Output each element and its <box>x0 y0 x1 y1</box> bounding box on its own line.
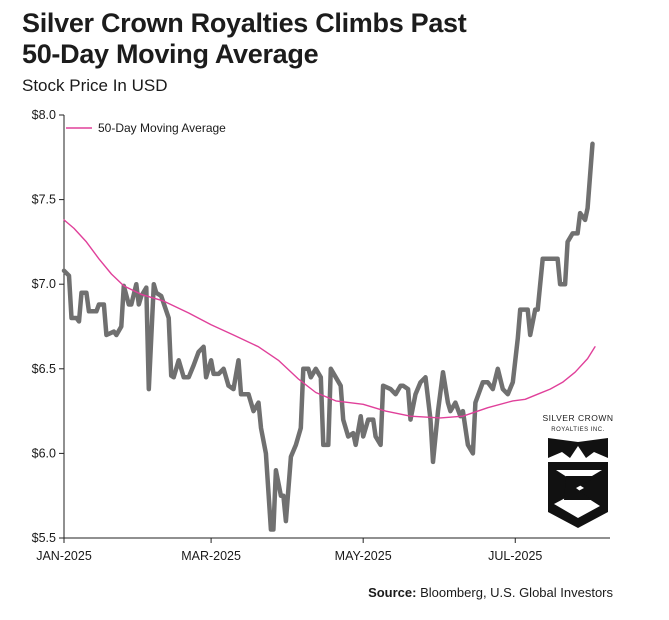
logo-line-2: ROYALTIES INC. <box>551 427 604 433</box>
chart-axes: $5.5 $6.0 $6.5 $7.0 $7.5 $8.0 JAN-2025 MAR-2025… <box>32 108 610 563</box>
y-tick-label: $6.5 <box>32 362 56 376</box>
x-tick-label: MAR-2025 <box>181 549 241 563</box>
source-label: Source: <box>368 585 417 600</box>
source-text: Bloomberg, U.S. Global Investors <box>416 585 613 600</box>
y-tick-label: $5.5 <box>32 531 56 545</box>
logo-line-1: SILVER CROWN <box>542 413 613 423</box>
x-tick-label: JUL-2025 <box>488 549 542 563</box>
moving-average-line <box>63 219 596 419</box>
chart-series <box>61 141 596 532</box>
y-tick-label: $8.0 <box>32 108 56 122</box>
stock-price-line <box>61 141 595 532</box>
silver-crown-logo: SILVER CROWN ROYALTIES INC. <box>542 413 613 528</box>
chart-title: Silver Crown Royalties Climbs Past 50-Da… <box>22 8 542 70</box>
chart-subtitle: Stock Price In USD <box>22 76 168 95</box>
source-note: Source: Bloomberg, U.S. Global Investors <box>368 585 613 600</box>
chart-legend: 50-Day Moving Average <box>66 121 226 135</box>
legend-label-moving-average: 50-Day Moving Average <box>98 121 226 135</box>
crown-shield-s-logo-icon <box>548 438 608 528</box>
title-line-1: Silver Crown Royalties Climbs Past <box>22 8 467 38</box>
y-tick-label: $7.0 <box>32 277 56 291</box>
title-line-2: 50-Day Moving Average <box>22 39 319 69</box>
x-tick-label: MAY-2025 <box>335 549 392 563</box>
y-tick-label: $6.0 <box>32 446 56 460</box>
x-tick-label: JAN-2025 <box>36 549 92 563</box>
y-tick-label: $7.5 <box>32 193 56 207</box>
